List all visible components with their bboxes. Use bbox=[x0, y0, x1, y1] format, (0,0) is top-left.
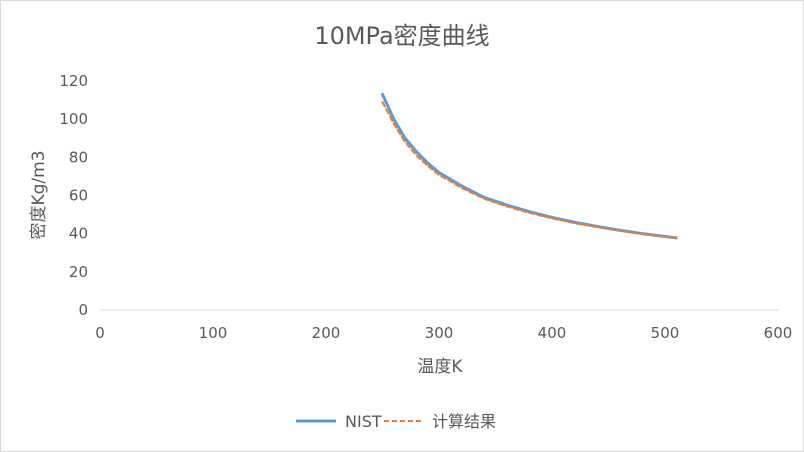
legend-label-nist: NIST bbox=[345, 412, 382, 431]
x-axis-title: 温度K bbox=[417, 357, 463, 377]
series-line-nist bbox=[381, 92, 678, 240]
y-tick-label: 120 bbox=[59, 72, 88, 90]
y-tick-label: 0 bbox=[78, 301, 88, 319]
x-axis-ticks: 0 100 200 300 400 500 600 bbox=[95, 324, 792, 342]
x-tick-label: 100 bbox=[199, 324, 228, 342]
y-tick-label: 60 bbox=[69, 187, 88, 205]
x-tick-label: 0 bbox=[95, 324, 105, 342]
x-tick-label: 600 bbox=[764, 324, 793, 342]
x-tick-label: 300 bbox=[425, 324, 454, 342]
y-tick-label: 80 bbox=[69, 148, 88, 166]
x-tick-label: 200 bbox=[312, 324, 341, 342]
x-tick-label: 400 bbox=[538, 324, 567, 342]
series-line-calculated bbox=[381, 100, 678, 240]
y-tick-label: 100 bbox=[59, 110, 88, 128]
y-axis-ticks: 0 20 40 60 80 100 120 bbox=[59, 72, 88, 319]
y-tick-label: 40 bbox=[69, 225, 88, 243]
y-axis-title: 密度Kg/m3 bbox=[29, 150, 49, 239]
legend-label-calculated: 计算结果 bbox=[432, 412, 496, 431]
series-group bbox=[381, 92, 678, 240]
x-tick-label: 500 bbox=[651, 324, 680, 342]
chart-title: 10MPa密度曲线 bbox=[314, 22, 489, 50]
legend: NIST 计算结果 bbox=[296, 412, 496, 431]
y-tick-label: 20 bbox=[69, 263, 88, 281]
